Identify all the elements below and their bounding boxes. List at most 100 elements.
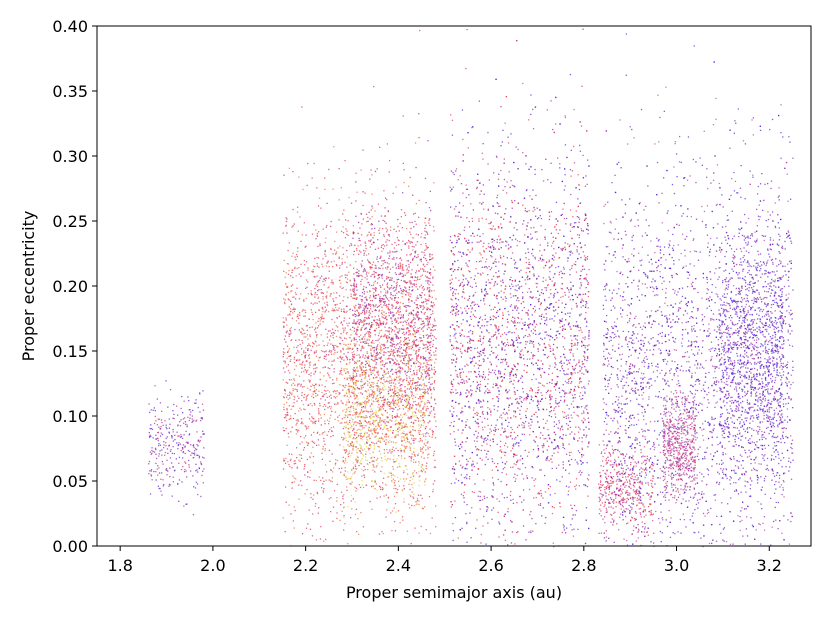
data-point [322,405,324,408]
data-point [292,312,294,314]
data-point [314,276,316,278]
data-point [353,362,356,364]
data-point [339,336,341,338]
data-point [371,441,373,444]
data-point [430,383,432,385]
data-point [419,333,421,335]
data-point [346,461,348,463]
data-point [181,446,184,449]
data-point [411,384,413,386]
data-point [381,298,383,300]
data-point [286,401,288,404]
data-point [377,348,379,350]
data-point [381,406,383,408]
data-point [419,362,421,364]
data-point [360,392,362,394]
data-point [315,238,317,240]
data-point [399,306,401,308]
data-point [283,298,285,300]
data-point [322,446,324,448]
data-point [158,426,160,428]
data-point [411,453,413,455]
data-point [400,328,402,330]
data-point [394,297,396,299]
data-point [359,411,361,413]
data-point [432,491,434,493]
data-point [382,335,385,338]
data-point [358,533,360,535]
data-point [351,425,353,427]
data-point [355,181,357,183]
data-point [288,242,290,244]
data-point [386,484,388,487]
data-point [368,310,371,312]
data-point [330,426,332,429]
data-point [345,363,348,365]
data-point [325,265,328,267]
data-point [391,277,393,279]
data-point [394,351,396,353]
data-point [335,392,337,395]
data-point [361,337,363,340]
data-point [395,326,397,329]
data-point [298,410,300,412]
data-point [354,322,356,324]
data-point [403,430,405,433]
data-point [400,287,402,290]
data-point [164,454,166,456]
data-point [333,353,335,355]
data-point [159,428,161,430]
data-point [358,403,360,405]
data-point [373,370,375,372]
data-point [321,384,323,386]
data-point [395,347,397,350]
data-point [367,436,369,438]
data-point [398,239,400,242]
data-point [417,378,420,380]
data-point [428,357,430,359]
data-point [412,421,415,424]
data-point [375,435,377,437]
data-point [408,368,410,370]
data-point [424,428,427,430]
data-point [404,212,406,214]
data-point [401,332,404,334]
data-point [365,273,368,275]
data-point [388,234,390,236]
data-point [158,472,161,474]
data-point [425,385,428,387]
data-point [400,366,402,368]
data-point [359,357,361,359]
data-point [368,365,370,368]
data-point [396,458,398,460]
data-point [433,366,435,368]
data-point [384,419,386,421]
data-point [338,257,340,260]
data-point [362,410,365,413]
data-point [408,399,410,401]
data-point [363,347,365,349]
data-point [392,351,395,353]
data-point [383,369,385,371]
data-point [355,424,357,426]
data-point [330,397,332,399]
data-point [307,442,310,445]
data-point [182,444,185,446]
data-point [344,467,346,469]
data-point [398,311,400,313]
data-point [369,328,371,331]
data-point [374,275,376,277]
data-point [429,352,431,354]
data-point [336,303,338,306]
data-point [349,279,351,281]
data-point [359,462,361,464]
data-point [413,226,415,228]
data-point [363,417,365,419]
data-point [411,388,413,391]
data-point [430,301,433,303]
data-point [328,286,330,288]
data-point [393,396,395,399]
data-point [429,253,431,255]
data-point [152,450,154,453]
data-point [370,384,372,386]
